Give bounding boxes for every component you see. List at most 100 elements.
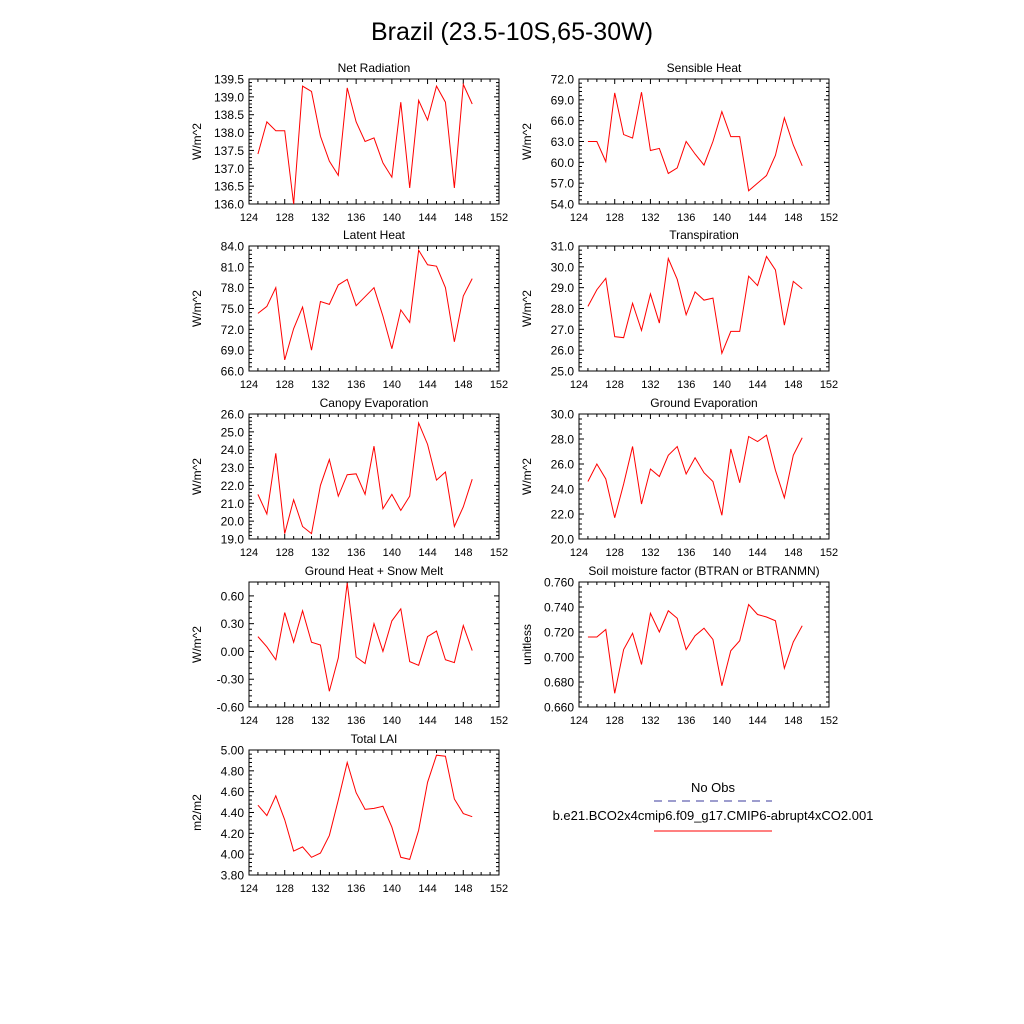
panel-ground-heat-snow-melt-ytick-label: 0.60 (221, 589, 245, 603)
panel-total-lai-xtick-label: 140 (383, 883, 401, 895)
panel-ground-evaporation-ytick-label: 30.0 (551, 408, 575, 422)
panel-latent-heat-ytick-label: 72.0 (221, 323, 245, 337)
panel-latent-heat-ytick-label: 69.0 (221, 344, 245, 358)
panel-canopy-evaporation-ytick-label: 25.0 (221, 425, 245, 439)
panel-net-radiation-ytick-label: 139.0 (214, 90, 244, 104)
panel-canopy-evaporation-ytick-label: 19.0 (221, 533, 245, 547)
panel-soil-moisture-factor-btran-or-btranmn-title: Soil moisture factor (BTRAN or BTRANMN) (588, 564, 819, 578)
panel-latent-heat-ytick-label: 84.0 (221, 240, 245, 254)
panel-ground-evaporation-xtick-label: 136 (677, 547, 695, 559)
panel-soil-moisture-factor-btran-or-btranmn-ytick-label: 0.700 (544, 651, 574, 665)
panel-ground-heat-snow-melt-frame (248, 581, 500, 708)
panel-sensible-heat-ytick-label: 57.0 (551, 177, 575, 191)
panel-transpiration-ytick-label: 30.0 (551, 260, 575, 274)
panel-total-lai-xtick-label: 136 (347, 883, 365, 895)
panel-canopy-evaporation-ytick-label: 20.0 (221, 515, 245, 529)
panel-net-radiation-ytick-label: 139.5 (214, 73, 244, 87)
panel-soil-moisture-factor-btran-or-btranmn-ytick-label: 0.720 (544, 626, 574, 640)
panel-ground-evaporation-xtick-label: 144 (748, 547, 766, 559)
panel-net-radiation-xtick-label: 128 (276, 212, 294, 224)
panel-sensible-heat-xtick-label: 144 (748, 212, 766, 224)
panel-soil-moisture-factor-btran-or-btranmn-xtick-label: 136 (677, 715, 695, 727)
panel-ground-heat-snow-melt-xtick-label: 148 (454, 715, 472, 727)
panel-net-radiation-series-line (257, 82, 473, 205)
panel-transpiration: 124 128 132 136 140 144 148 152 25.0 26.0 27.0 28.0… (520, 228, 838, 391)
panel-soil-moisture-factor-btran-or-btranmn-xtick-label: 128 (606, 715, 624, 727)
panel-canopy-evaporation-xtick-label: 124 (240, 547, 258, 559)
panel-canopy-evaporation-xtick-label: 152 (490, 547, 508, 559)
panel-soil-moisture-factor-btran-or-btranmn-ytick-label: 0.740 (544, 601, 574, 615)
panel-canopy-evaporation-ytick-label: 22.0 (221, 479, 245, 493)
panel-sensible-heat-xtick-label: 136 (677, 212, 695, 224)
panel-latent-heat: 124 128 132 136 140 144 148 152 66.0 69.0 72.0 75.0… (190, 228, 508, 391)
panel-canopy-evaporation-series-line (257, 420, 473, 535)
panel-canopy-evaporation-ylabel: W/m^2 (190, 458, 204, 495)
panel-net-radiation: 124 128 132 136 140 144 148 152 136.0 136.5 137.0 1… (190, 61, 508, 224)
panel-canopy-evaporation-ytick-label: 21.0 (221, 497, 245, 511)
panel-ground-heat-snow-melt-xtick-label: 140 (383, 715, 401, 727)
panel-soil-moisture-factor-btran-or-btranmn-xtick-label: 140 (713, 715, 731, 727)
panel-transpiration-xtick-label: 152 (820, 379, 838, 391)
panel-soil-moisture-factor-btran-or-btranmn-ytick-label: 0.680 (544, 676, 574, 690)
panel-total-lai-ytick-label: 3.80 (221, 869, 245, 883)
panel-sensible-heat-xtick-label: 124 (570, 212, 588, 224)
panel-transpiration-ylabel: W/m^2 (520, 290, 534, 327)
panel-total-lai-series-line (257, 754, 473, 860)
legend-model-label: b.e21.BCO2x4cmip6.f09_g17.CMIP6-abrupt4x… (553, 808, 874, 823)
panel-total-lai-ytick-label: 4.60 (221, 785, 245, 799)
panel-soil-moisture-factor-btran-or-btranmn-xtick-label: 132 (641, 715, 659, 727)
panel-ground-evaporation-xtick-label: 140 (713, 547, 731, 559)
figure-title: Brazil (23.5-10S,65-30W) (371, 18, 653, 46)
panel-latent-heat-xtick-label: 128 (276, 379, 294, 391)
panel-transpiration-xtick-label: 132 (641, 379, 659, 391)
panel-ground-evaporation-ytick-label: 20.0 (551, 533, 575, 547)
panel-total-lai-title: Total LAI (351, 732, 398, 746)
legend: No Obs b.e21.BCO2x4cmip6.f09_g17.CMIP6-a… (553, 780, 874, 832)
panel-total-lai-xtick-label: 124 (240, 883, 258, 895)
panel-soil-moisture-factor-btran-or-btranmn-xtick-label: 144 (748, 715, 766, 727)
panel-sensible-heat-xtick-label: 140 (713, 212, 731, 224)
panel-ground-evaporation-xtick-label: 124 (570, 547, 588, 559)
panel-ground-heat-snow-melt-xtick-label: 144 (418, 715, 436, 727)
panel-ground-heat-snow-melt-title: Ground Heat + Snow Melt (305, 564, 444, 578)
panel-total-lai: 124 128 132 136 140 144 148 152 3.80 4.00 4.20 4.40… (190, 732, 508, 895)
panel-latent-heat-xtick-label: 140 (383, 379, 401, 391)
panel-ground-heat-snow-melt-series-line (257, 582, 473, 692)
panel-transpiration-xtick-label: 124 (570, 379, 588, 391)
panel-ground-evaporation-ytick-label: 22.0 (551, 508, 575, 522)
panel-net-radiation-xtick-label: 132 (311, 212, 329, 224)
panel-total-lai-xtick-label: 144 (418, 883, 436, 895)
panel-soil-moisture-factor-btran-or-btranmn-ylabel: unitless (520, 624, 534, 665)
panel-latent-heat-xtick-label: 152 (490, 379, 508, 391)
panel-net-radiation-ytick-label: 137.0 (214, 162, 244, 176)
panel-sensible-heat-ylabel: W/m^2 (520, 123, 534, 160)
panel-net-radiation-xtick-label: 140 (383, 212, 401, 224)
panel-latent-heat-ytick-label: 81.0 (221, 260, 245, 274)
panel-total-lai-ylabel: m2/m2 (190, 794, 204, 831)
panel-transpiration-ytick-label: 29.0 (551, 281, 575, 295)
panel-canopy-evaporation: 124 128 132 136 140 144 148 152 19.0 20.0 21.0 22.0… (190, 396, 508, 559)
panel-ground-heat-snow-melt-xtick-label: 132 (311, 715, 329, 727)
panel-canopy-evaporation-ytick-label: 24.0 (221, 443, 245, 457)
panel-net-radiation-xtick-label: 152 (490, 212, 508, 224)
panel-total-lai-xtick-label: 132 (311, 883, 329, 895)
panel-transpiration-title: Transpiration (669, 228, 739, 242)
panel-net-radiation-title: Net Radiation (338, 61, 411, 75)
panel-net-radiation-xtick-label: 148 (454, 212, 472, 224)
legend-obs-label: No Obs (691, 780, 736, 795)
panel-net-radiation-ylabel: W/m^2 (190, 123, 204, 160)
panel-soil-moisture-factor-btran-or-btranmn-xtick-label: 124 (570, 715, 588, 727)
panel-total-lai-ytick-label: 4.40 (221, 806, 245, 820)
panel-net-radiation-ytick-label: 136.5 (214, 180, 244, 194)
panel-soil-moisture-factor-btran-or-btranmn-ytick-label: 0.760 (544, 576, 574, 590)
panel-latent-heat-xtick-label: 148 (454, 379, 472, 391)
panel-soil-moisture-factor-btran-or-btranmn: 124 128 132 136 140 144 148 152 0.660 0.680 0.700 0… (520, 564, 838, 727)
panel-ground-evaporation-xtick-label: 128 (606, 547, 624, 559)
panel-ground-heat-snow-melt-ytick-label: 0.30 (221, 617, 245, 631)
panel-canopy-evaporation-ytick-label: 23.0 (221, 461, 245, 475)
panel-total-lai-ytick-label: 4.20 (221, 827, 245, 841)
panel-latent-heat-title: Latent Heat (343, 228, 406, 242)
panel-ground-evaporation-xtick-label: 148 (784, 547, 802, 559)
panel-net-radiation-ytick-label: 137.5 (214, 144, 244, 158)
panel-ground-heat-snow-melt-ytick-label: -0.60 (217, 701, 245, 715)
